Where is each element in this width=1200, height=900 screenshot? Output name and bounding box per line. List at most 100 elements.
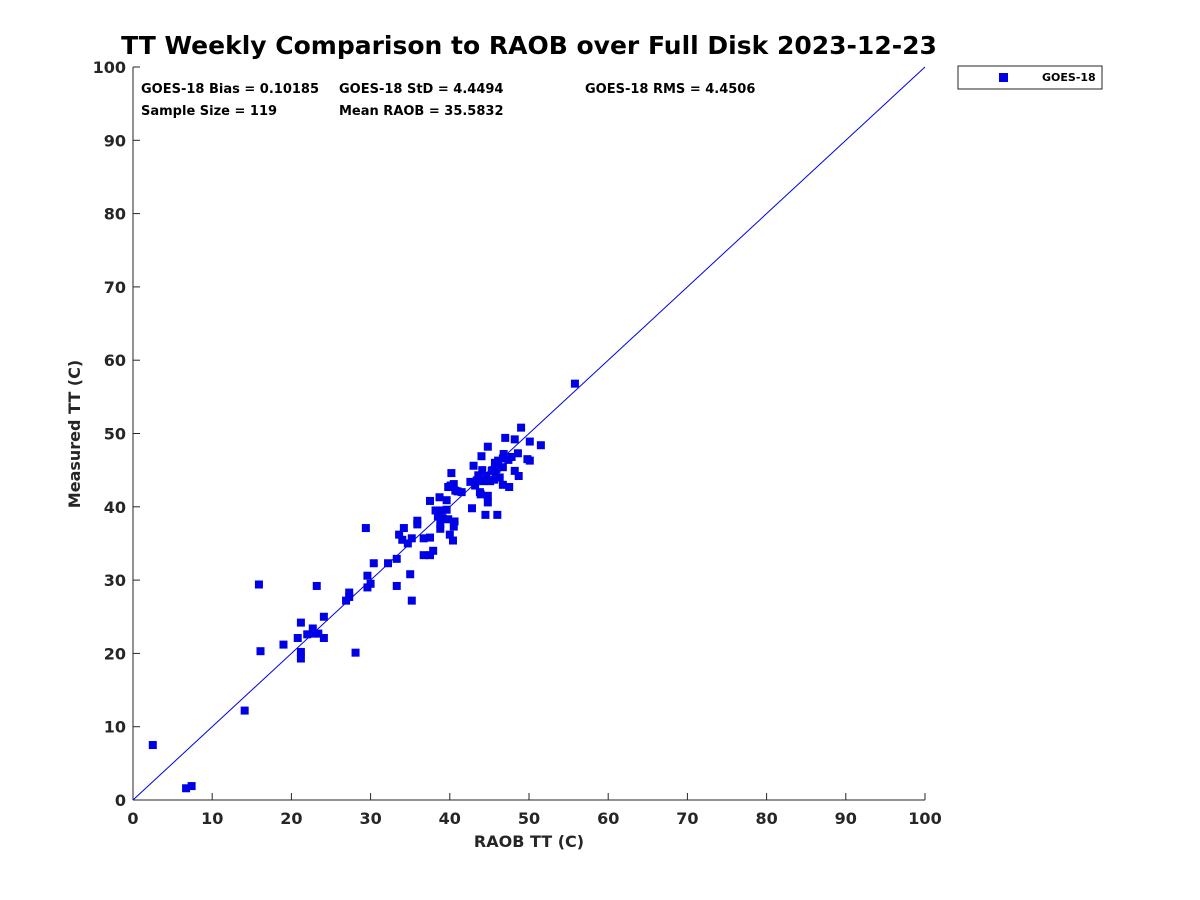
- data-point: [469, 461, 478, 470]
- data-point: [442, 505, 451, 514]
- legend: GOES-18: [957, 65, 1103, 90]
- data-point: [510, 435, 519, 444]
- x-tick-label: 50: [518, 809, 540, 828]
- data-point: [429, 546, 438, 555]
- data-point: [476, 490, 485, 499]
- y-tick-label: 60: [104, 351, 126, 370]
- chart-title: TT Weekly Comparison to RAOB over Full D…: [121, 31, 937, 60]
- data-point: [481, 510, 490, 519]
- data-point: [525, 437, 534, 446]
- data-point: [419, 551, 428, 560]
- data-point: [514, 472, 523, 481]
- x-tick-label: 90: [835, 809, 857, 828]
- data-point: [363, 571, 372, 580]
- y-tick-label: 50: [104, 425, 126, 444]
- data-point: [240, 706, 249, 715]
- data-point: [309, 629, 318, 638]
- y-tick-label: 10: [104, 718, 126, 737]
- data-point: [395, 530, 404, 539]
- legend-marker: [999, 73, 1008, 82]
- data-point: [431, 506, 440, 515]
- data-point: [474, 471, 483, 480]
- stat-bias: GOES-18 Bias = 0.10185: [141, 82, 319, 97]
- stat-mean-raob: Mean RAOB = 35.5832: [339, 104, 504, 119]
- data-point: [256, 647, 265, 656]
- data-point: [483, 491, 492, 500]
- one-to-one-line: [132, 66, 926, 801]
- y-tick-label: 90: [104, 131, 126, 150]
- axes: 0 10 20 30 40 50 60 70 80 90 100 0 10 20 30 40 50 60 70 80 9…: [93, 58, 942, 828]
- data-point: [457, 488, 466, 497]
- y-tick-label: 30: [104, 571, 126, 590]
- data-point: [472, 476, 481, 485]
- y-tick-label: 20: [104, 644, 126, 663]
- data-point: [466, 477, 475, 486]
- stat-sample-size: Sample Size = 119: [141, 104, 277, 119]
- data-point: [448, 536, 457, 545]
- data-point: [449, 522, 458, 531]
- data-point: [449, 480, 458, 489]
- x-axis-label: RAOB TT (C): [474, 832, 584, 851]
- data-point: [498, 463, 507, 472]
- data-point: [447, 469, 456, 478]
- data-point: [482, 472, 491, 481]
- data-point: [499, 450, 508, 459]
- data-point: [319, 612, 328, 621]
- data-point: [490, 475, 499, 484]
- data-point: [498, 454, 507, 463]
- data-point: [442, 496, 451, 505]
- data-point: [351, 648, 360, 657]
- data-point: [510, 466, 519, 475]
- data-point: [483, 442, 492, 451]
- data-point: [426, 533, 434, 542]
- data-point: [303, 630, 312, 639]
- y-tick-label: 40: [104, 498, 126, 517]
- data-point: [345, 588, 354, 597]
- data-point: [513, 449, 522, 458]
- data-point: [495, 473, 504, 482]
- x-tick-label: 20: [280, 809, 302, 828]
- x-tick-label: 40: [439, 809, 461, 828]
- data-point: [279, 640, 288, 649]
- data-point: [436, 519, 445, 528]
- data-point: [471, 481, 480, 490]
- data-point: [438, 514, 447, 523]
- data-point: [483, 498, 492, 507]
- data-point: [308, 624, 317, 633]
- data-point: [436, 524, 445, 533]
- stat-std: GOES-18 StD = 4.4494: [339, 82, 503, 97]
- data-point: [525, 456, 534, 465]
- data-point: [293, 634, 302, 643]
- x-tick-label: 10: [201, 809, 223, 828]
- data-point: [314, 629, 323, 638]
- x-tick-label: 0: [127, 809, 138, 828]
- y-tick-label: 100: [93, 58, 126, 77]
- data-point: [345, 592, 354, 601]
- data-point: [407, 596, 416, 605]
- x-tick-label: 80: [755, 809, 777, 828]
- data-point: [399, 524, 408, 533]
- data-point: [182, 784, 191, 793]
- x-tick-label: 30: [359, 809, 381, 828]
- data-point: [392, 581, 401, 590]
- y-tick-label: 80: [104, 205, 126, 224]
- x-tick-label: 100: [908, 809, 941, 828]
- data-point: [392, 554, 401, 563]
- data-point: [403, 539, 412, 548]
- y-tick-label: 70: [104, 278, 126, 297]
- data-point: [493, 510, 502, 519]
- data-point: [312, 581, 321, 590]
- data-point: [536, 441, 545, 450]
- data-points: [148, 379, 579, 793]
- data-point: [413, 516, 422, 525]
- data-point: [492, 464, 501, 473]
- data-point: [406, 570, 415, 579]
- data-point: [450, 517, 459, 526]
- legend-box: [957, 65, 1103, 90]
- data-point: [419, 534, 428, 543]
- data-point: [433, 512, 442, 521]
- data-point: [570, 379, 579, 388]
- data-point: [187, 782, 196, 791]
- x-tick-label: 60: [597, 809, 619, 828]
- data-point: [407, 534, 416, 543]
